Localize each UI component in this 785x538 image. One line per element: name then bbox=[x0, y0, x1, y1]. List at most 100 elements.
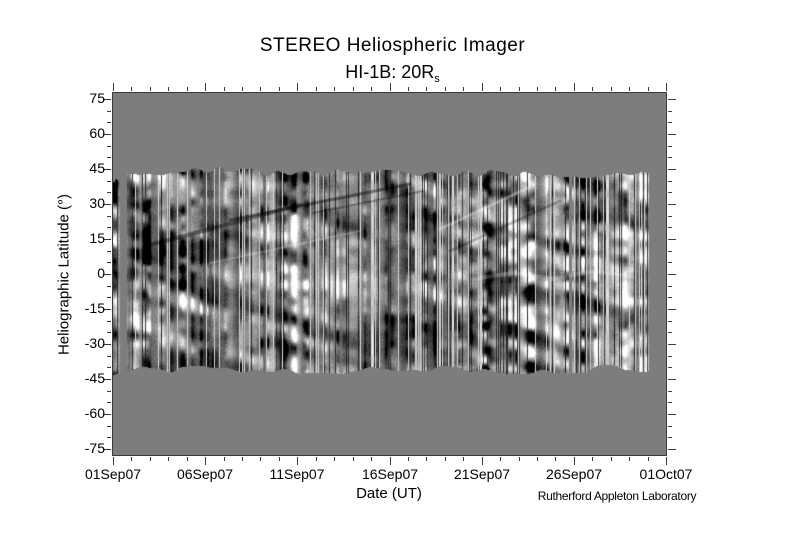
axis-tick bbox=[519, 457, 520, 461]
axis-tick bbox=[390, 83, 391, 91]
axis-tick bbox=[668, 297, 672, 298]
axis-tick bbox=[107, 391, 111, 392]
axis-tick bbox=[107, 356, 111, 357]
axis-tick bbox=[107, 122, 111, 123]
axis-tick bbox=[592, 87, 593, 91]
axis-tick bbox=[107, 192, 111, 193]
credit-text: Rutherford Appleton Laboratory bbox=[537, 489, 697, 503]
axis-tick bbox=[482, 457, 483, 465]
axis-tick bbox=[445, 457, 446, 461]
heatmap-canvas bbox=[113, 93, 666, 455]
axis-tick bbox=[668, 262, 672, 263]
axis-tick bbox=[668, 99, 676, 100]
axis-tick bbox=[187, 87, 188, 91]
axis-tick bbox=[371, 457, 372, 461]
x-tick-label: 01Oct07 bbox=[639, 466, 693, 482]
y-tick-label: -75 bbox=[84, 440, 105, 456]
axis-tick bbox=[666, 457, 667, 465]
axis-tick bbox=[668, 391, 672, 392]
axis-tick bbox=[408, 87, 409, 91]
axis-tick bbox=[150, 87, 151, 91]
axis-tick bbox=[482, 83, 483, 91]
chart-subtitle-main: HI-1B: 20R bbox=[345, 62, 435, 82]
axis-tick bbox=[316, 457, 317, 461]
axis-tick bbox=[103, 449, 111, 450]
axis-tick bbox=[103, 344, 111, 345]
axis-tick bbox=[668, 309, 676, 310]
axis-tick bbox=[666, 83, 667, 91]
y-tick-label: 0 bbox=[97, 265, 105, 281]
axis-tick bbox=[371, 87, 372, 91]
axis-tick bbox=[107, 402, 111, 403]
axis-tick bbox=[668, 239, 676, 240]
y-tick-label: 15 bbox=[89, 230, 105, 246]
axis-tick bbox=[297, 457, 298, 465]
axis-tick bbox=[353, 87, 354, 91]
axis-tick bbox=[353, 457, 354, 461]
axis-tick bbox=[574, 457, 575, 465]
axis-tick bbox=[107, 367, 111, 368]
axis-tick bbox=[668, 146, 672, 147]
axis-tick bbox=[103, 239, 111, 240]
axis-tick bbox=[592, 457, 593, 461]
y-tick-label: -45 bbox=[84, 370, 105, 386]
y-tick-label: 30 bbox=[89, 195, 105, 211]
axis-tick bbox=[668, 437, 672, 438]
x-axis-title: Date (UT) bbox=[356, 485, 422, 502]
y-tick-label: 75 bbox=[89, 90, 105, 106]
y-tick-label: 60 bbox=[89, 125, 105, 141]
axis-tick bbox=[107, 332, 111, 333]
axis-tick bbox=[260, 87, 261, 91]
axis-tick bbox=[390, 457, 391, 465]
axis-tick bbox=[445, 87, 446, 91]
x-tick-label: 16Sep07 bbox=[361, 466, 419, 482]
axis-tick bbox=[113, 457, 114, 465]
axis-tick bbox=[629, 87, 630, 91]
axis-tick bbox=[668, 204, 676, 205]
axis-tick bbox=[519, 87, 520, 91]
axis-tick bbox=[668, 402, 672, 403]
axis-tick bbox=[103, 309, 111, 310]
axis-tick bbox=[113, 83, 114, 91]
x-tick-label: 01Sep07 bbox=[84, 466, 142, 482]
axis-tick bbox=[668, 321, 672, 322]
axis-tick bbox=[408, 457, 409, 461]
axis-tick bbox=[668, 426, 672, 427]
axis-tick bbox=[668, 227, 672, 228]
axis-tick bbox=[168, 457, 169, 461]
x-tick-label: 26Sep07 bbox=[545, 466, 603, 482]
axis-tick bbox=[103, 99, 111, 100]
axis-tick bbox=[107, 262, 111, 263]
axis-tick bbox=[187, 457, 188, 461]
axis-tick bbox=[668, 134, 676, 135]
y-tick-label: -15 bbox=[84, 300, 105, 316]
axis-tick bbox=[555, 87, 556, 91]
axis-tick bbox=[279, 87, 280, 91]
axis-tick bbox=[611, 87, 612, 91]
x-tick-label: 11Sep07 bbox=[269, 466, 325, 482]
axis-tick bbox=[334, 457, 335, 461]
axis-tick bbox=[668, 122, 672, 123]
axis-tick bbox=[555, 457, 556, 461]
axis-tick bbox=[668, 274, 676, 275]
axis-tick bbox=[107, 437, 111, 438]
axis-tick bbox=[107, 216, 111, 217]
axis-tick bbox=[107, 111, 111, 112]
axis-tick bbox=[107, 181, 111, 182]
axis-tick bbox=[103, 169, 111, 170]
axis-tick bbox=[107, 251, 111, 252]
axis-tick bbox=[668, 367, 672, 368]
axis-tick bbox=[668, 181, 672, 182]
axis-tick bbox=[629, 457, 630, 461]
axis-tick bbox=[205, 457, 206, 465]
axis-tick bbox=[668, 192, 672, 193]
y-tick-label: -60 bbox=[84, 405, 105, 421]
axis-tick bbox=[668, 251, 672, 252]
axis-tick bbox=[668, 332, 672, 333]
axis-tick bbox=[224, 87, 225, 91]
chart-subtitle-subscript: s bbox=[434, 73, 440, 85]
axis-tick bbox=[316, 87, 317, 91]
axis-tick bbox=[537, 457, 538, 461]
axis-tick bbox=[668, 356, 672, 357]
axis-tick bbox=[103, 379, 111, 380]
